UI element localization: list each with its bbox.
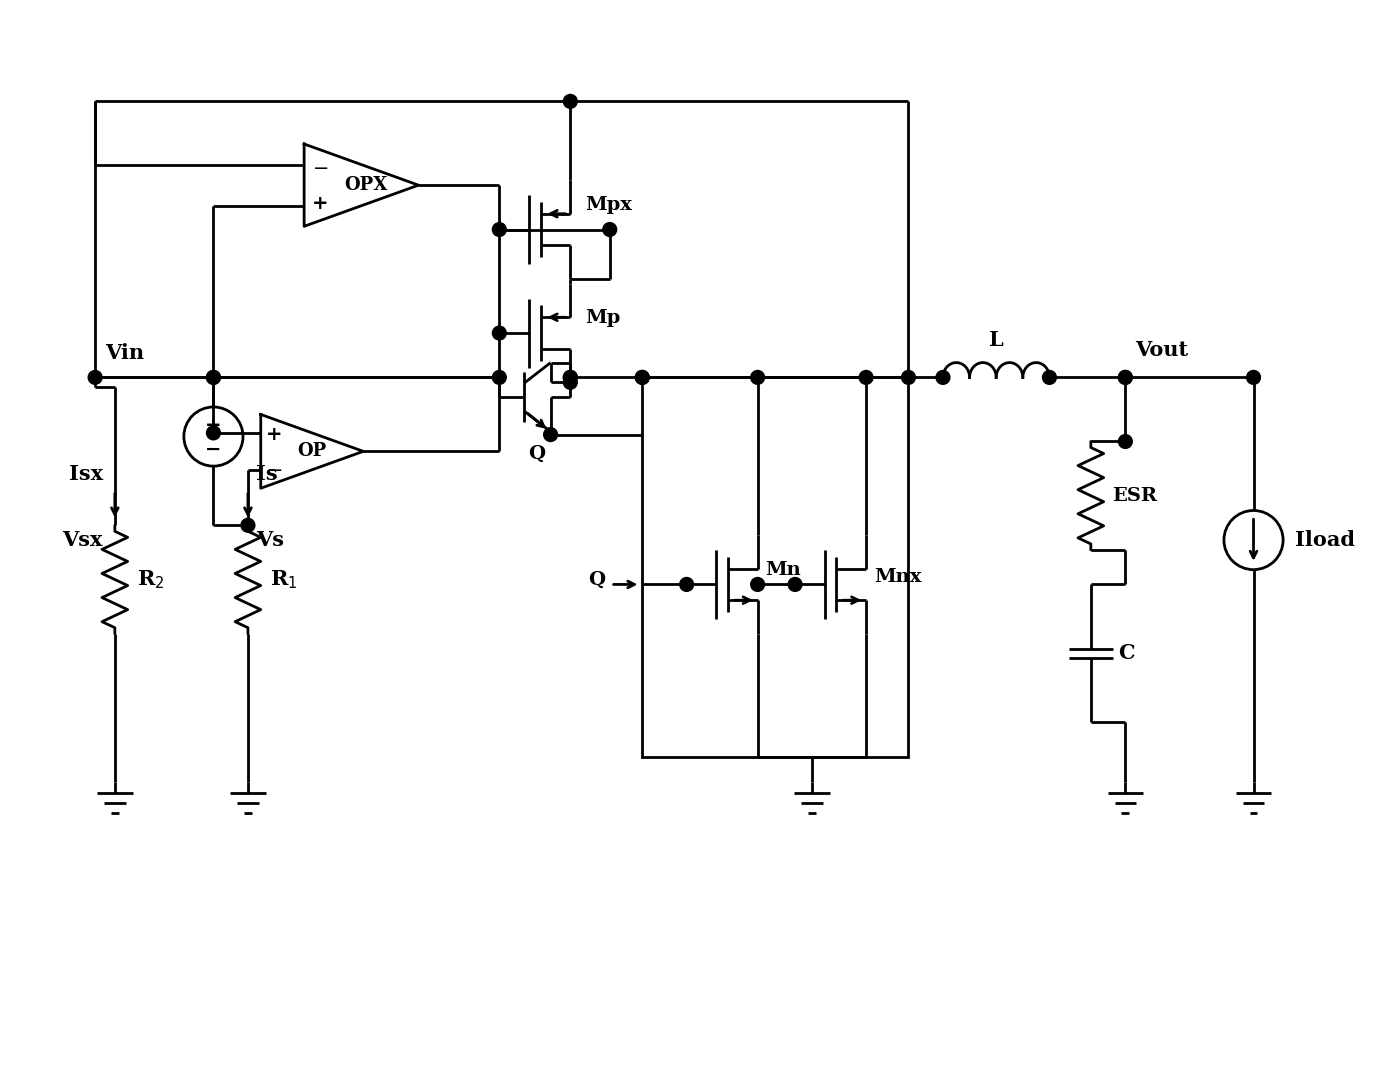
Text: Vs: Vs <box>256 530 284 550</box>
Text: C: C <box>1119 643 1135 664</box>
Circle shape <box>1042 371 1056 385</box>
Circle shape <box>1119 371 1133 385</box>
Text: OP: OP <box>297 443 326 460</box>
Circle shape <box>206 371 220 385</box>
Text: +: + <box>266 425 283 444</box>
Circle shape <box>635 371 649 385</box>
Circle shape <box>563 371 577 385</box>
Text: L: L <box>989 330 1003 350</box>
Circle shape <box>206 371 220 385</box>
Text: −: − <box>205 440 221 459</box>
Text: Iload: Iload <box>1295 530 1355 550</box>
Circle shape <box>635 371 649 385</box>
Circle shape <box>563 371 577 385</box>
Text: Vout: Vout <box>1135 340 1188 360</box>
Text: R$_1$: R$_1$ <box>270 568 297 591</box>
Circle shape <box>543 427 557 441</box>
Bar <box>642 377 908 756</box>
Text: Q: Q <box>528 445 545 462</box>
Circle shape <box>751 578 765 592</box>
Text: $-$: $-$ <box>266 459 283 477</box>
Circle shape <box>206 426 220 439</box>
Circle shape <box>493 222 506 237</box>
Circle shape <box>1119 371 1133 385</box>
Circle shape <box>901 371 915 385</box>
Text: Mnx: Mnx <box>873 568 921 585</box>
Text: Mp: Mp <box>585 310 620 327</box>
Text: Vin: Vin <box>104 342 143 363</box>
Text: Mn: Mn <box>766 560 801 579</box>
Text: Is: Is <box>256 464 277 484</box>
Text: Vsx: Vsx <box>63 530 103 550</box>
Circle shape <box>493 326 506 340</box>
Circle shape <box>680 578 694 592</box>
Circle shape <box>751 371 765 385</box>
Circle shape <box>788 578 802 592</box>
Circle shape <box>493 371 506 385</box>
Text: +: + <box>312 194 329 214</box>
Text: $-$: $-$ <box>312 157 327 175</box>
Circle shape <box>1119 435 1133 448</box>
Text: Isx: Isx <box>68 464 103 484</box>
Circle shape <box>603 222 617 237</box>
Circle shape <box>563 375 577 389</box>
Circle shape <box>88 371 102 385</box>
Text: OPX: OPX <box>344 177 387 194</box>
Text: ESR: ESR <box>1113 487 1158 505</box>
Circle shape <box>1247 371 1261 385</box>
Circle shape <box>563 95 577 108</box>
Circle shape <box>241 519 255 532</box>
Text: Q: Q <box>588 570 605 589</box>
Text: Mpx: Mpx <box>585 196 632 214</box>
Circle shape <box>859 371 873 385</box>
Text: R$_2$: R$_2$ <box>137 568 164 591</box>
Text: +: + <box>205 416 221 435</box>
Circle shape <box>936 371 950 385</box>
